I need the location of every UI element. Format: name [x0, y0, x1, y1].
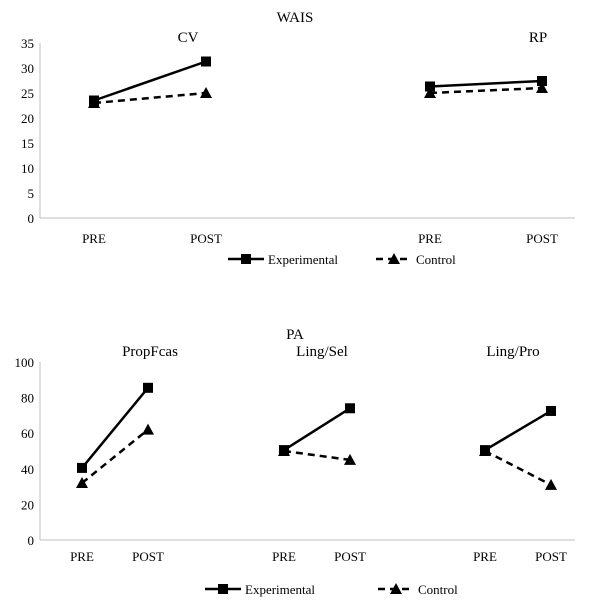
- panel-label: PropFcas: [122, 344, 178, 360]
- x-tick-label: PRE: [82, 231, 106, 246]
- data-point-experimental: [143, 382, 153, 393]
- x-tick-label: PRE: [473, 549, 497, 564]
- series-line-control: [93, 91, 207, 105]
- data-point-experimental: [537, 76, 547, 86]
- x-tick-label: PRE: [70, 549, 94, 564]
- data-point-experimental: [89, 95, 99, 106]
- legend-label-control: Control: [416, 252, 456, 267]
- data-point-experimental: [546, 405, 556, 416]
- data-point-control: [142, 423, 154, 435]
- y-tick-label: 0: [28, 211, 35, 226]
- panel-label: Ling/Pro: [486, 344, 539, 360]
- y-tick-label: 20: [21, 497, 34, 512]
- legend-marker-control: [390, 583, 402, 594]
- data-point-control: [76, 477, 88, 489]
- panel-label: RP: [529, 30, 547, 46]
- y-tick-label: 60: [21, 426, 34, 441]
- x-tick-label: POST: [132, 549, 164, 564]
- y-tick-label: 10: [21, 161, 34, 176]
- y-tick-label: 25: [21, 86, 34, 101]
- y-tick-label: 30: [21, 61, 34, 76]
- x-tick-label: POST: [535, 549, 567, 564]
- data-point-control: [200, 87, 212, 98]
- legend-marker-control: [388, 253, 400, 264]
- series-line-control: [484, 449, 552, 486]
- y-tick-label: 35: [21, 36, 34, 51]
- legend-label-experimental: Experimental: [245, 582, 315, 597]
- data-point-experimental: [77, 462, 87, 473]
- data-point-experimental: [279, 445, 289, 456]
- series-line-experimental: [283, 407, 351, 452]
- y-tick-label: 100: [15, 355, 35, 370]
- y-tick-label: 15: [21, 136, 34, 151]
- x-tick-label: PRE: [418, 231, 442, 246]
- data-point-control: [424, 87, 436, 98]
- series-line-control: [429, 86, 543, 95]
- data-point-control: [545, 478, 557, 490]
- data-point-experimental: [201, 56, 211, 67]
- data-point-control: [536, 82, 548, 93]
- data-point-experimental: [480, 445, 490, 456]
- legend-marker-experimental: [241, 254, 251, 264]
- series-line-control: [283, 449, 351, 462]
- series-line-control: [81, 428, 149, 485]
- x-tick-label: POST: [190, 231, 222, 246]
- panel-label: CV: [178, 30, 199, 46]
- y-tick-label: 20: [21, 111, 34, 126]
- legend-label-experimental: Experimental: [268, 252, 338, 267]
- chart-title: PA: [286, 327, 304, 343]
- data-point-experimental: [345, 403, 355, 414]
- panel-label: Ling/Sel: [296, 344, 348, 360]
- data-point-control: [344, 453, 356, 465]
- chart-title: WAIS: [277, 10, 314, 26]
- y-tick-label: 0: [28, 533, 35, 548]
- y-tick-label: 5: [28, 186, 35, 201]
- series-line-experimental: [81, 387, 149, 469]
- data-point-experimental: [425, 81, 435, 92]
- x-tick-label: PRE: [272, 549, 296, 564]
- series-line-experimental: [93, 60, 207, 102]
- series-line-experimental: [429, 79, 543, 88]
- legend-marker-experimental: [218, 584, 228, 594]
- x-tick-label: POST: [526, 231, 558, 246]
- series-line-experimental: [484, 409, 552, 452]
- y-tick-label: 80: [21, 391, 34, 406]
- y-tick-label: 40: [21, 462, 34, 477]
- legend-label-control: Control: [418, 582, 458, 597]
- x-tick-label: POST: [334, 549, 366, 564]
